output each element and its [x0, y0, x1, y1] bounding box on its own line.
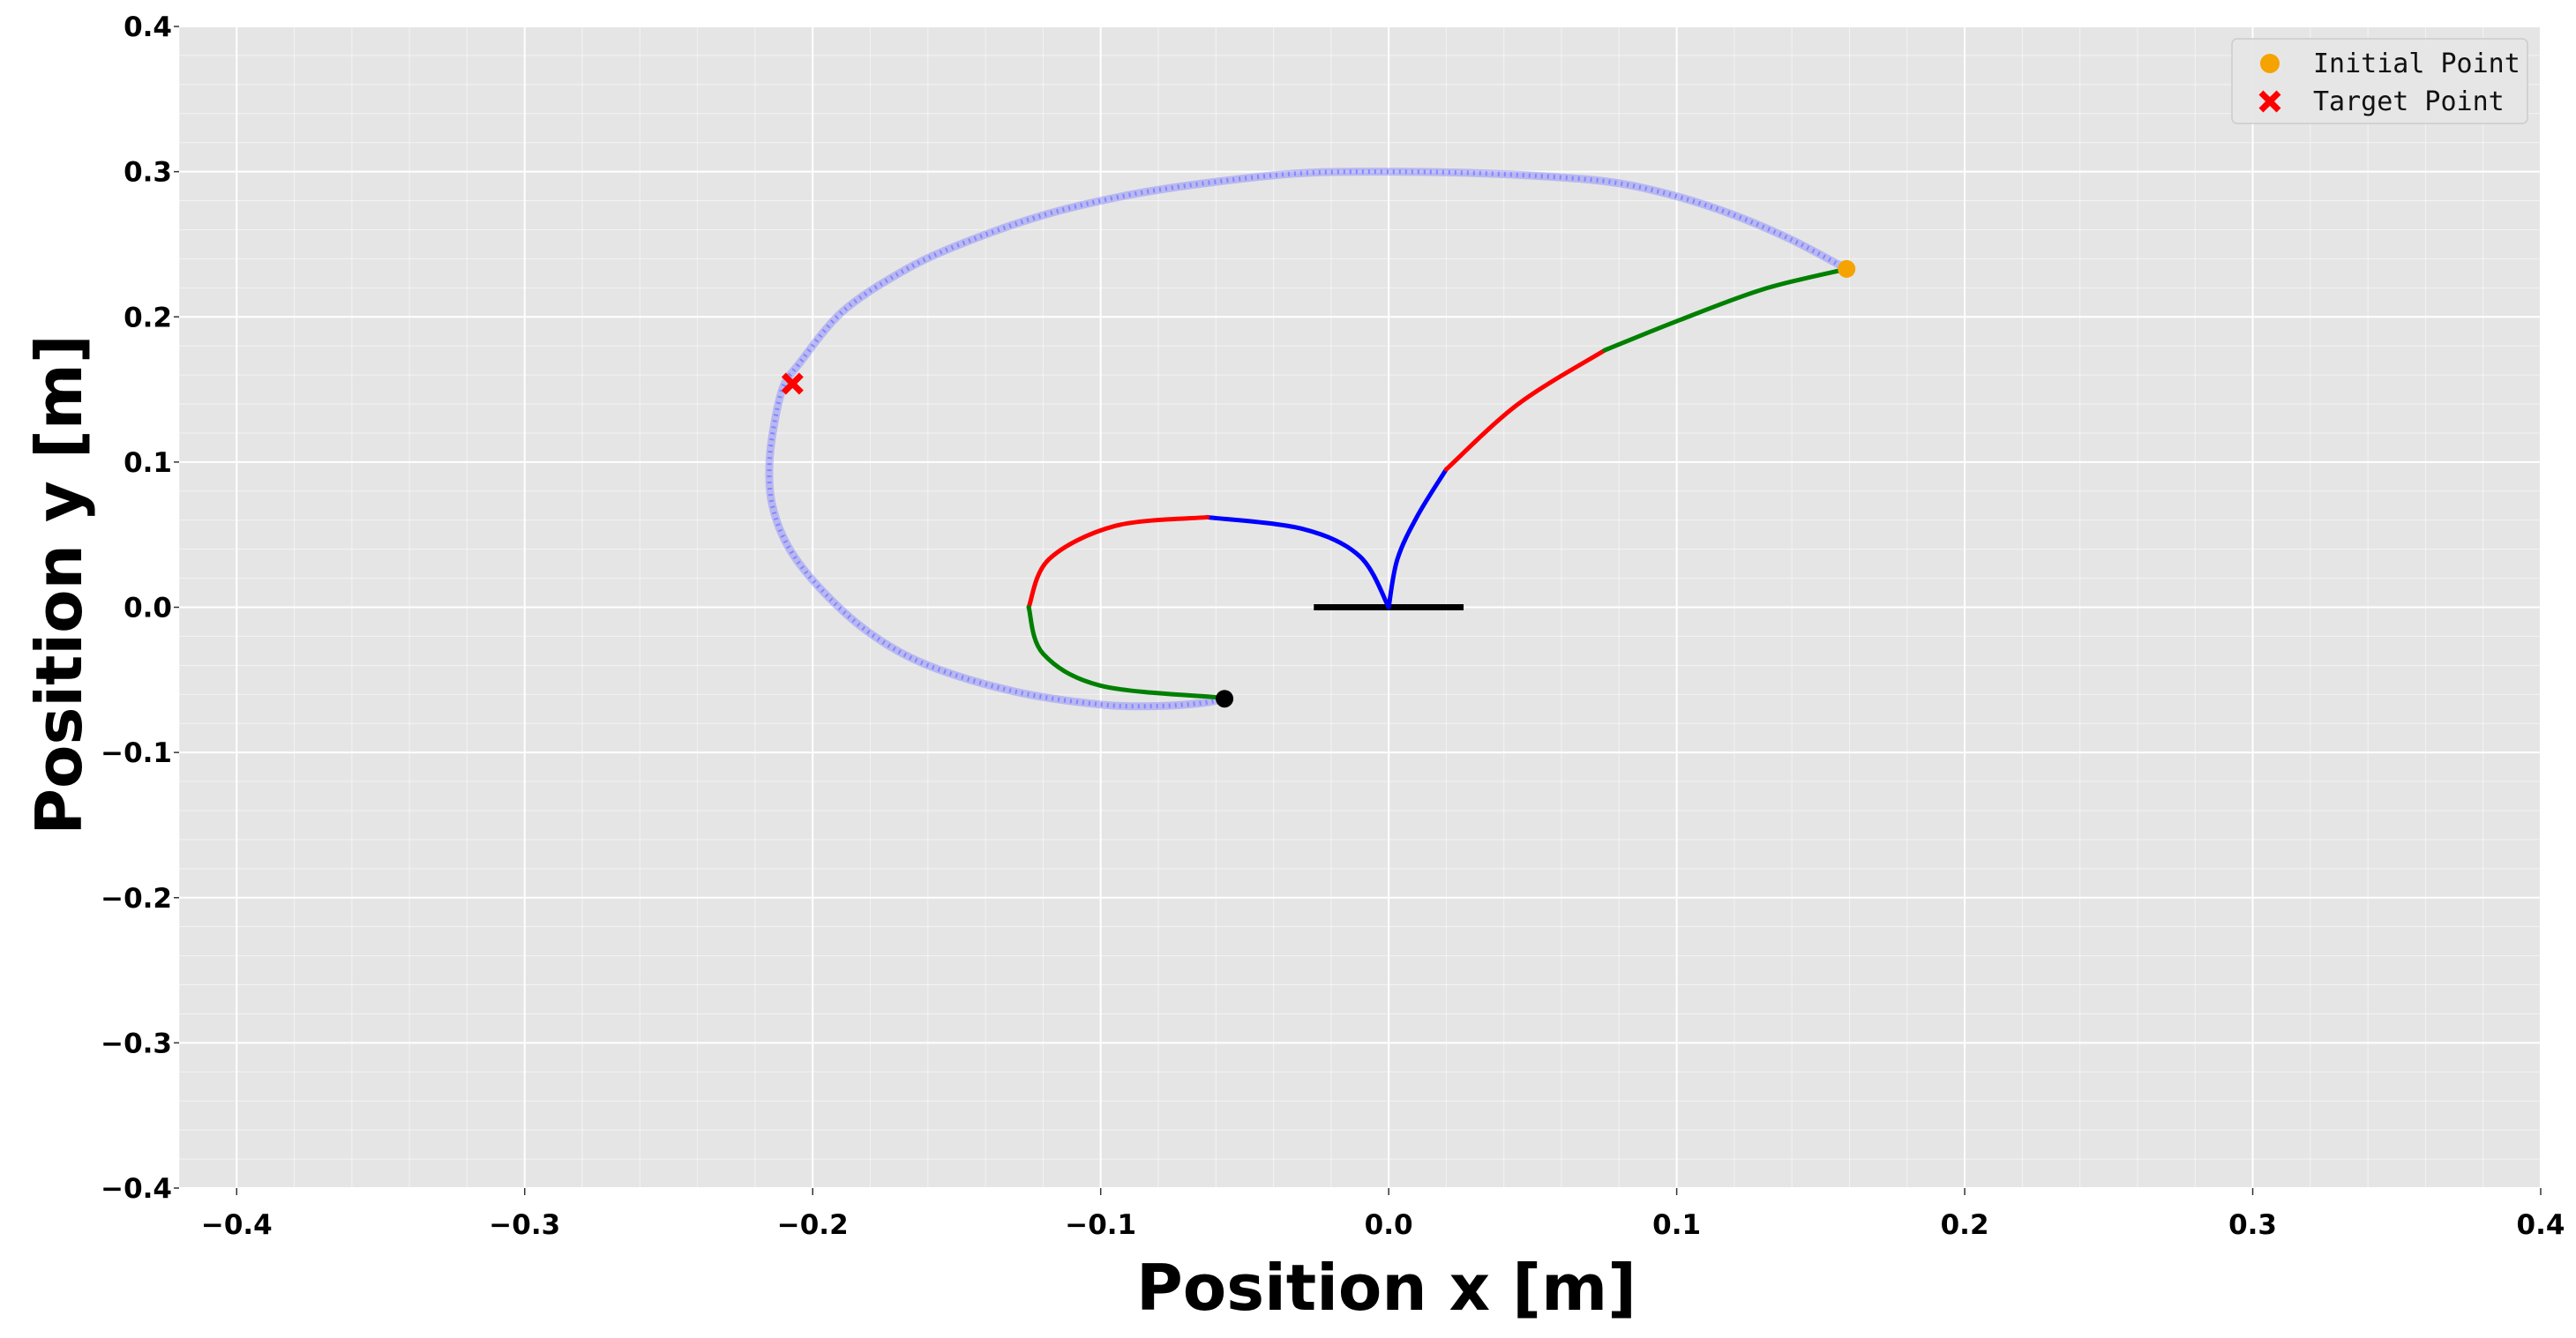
legend-marker-circle [2260, 54, 2280, 73]
link2-segment [1204, 514, 1391, 609]
x-tick-label: 0.4 [2517, 1209, 2565, 1241]
link1-segment [1602, 266, 1849, 353]
y-tick-label: −0.4 [101, 1173, 172, 1205]
major-grid [179, 26, 2542, 1189]
y-tick-label: 0.4 [124, 11, 172, 43]
x-tick-label: −0.2 [777, 1209, 849, 1241]
current-point-marker [1216, 690, 1234, 708]
x-axis-title: Position x [m] [1136, 1251, 1636, 1325]
x-tick-label: 0.2 [1941, 1209, 1989, 1241]
link1-segment [1386, 467, 1449, 609]
series-layer [765, 168, 1851, 711]
link2-segment [1026, 514, 1209, 609]
marker-layer [781, 259, 1856, 708]
x-tick-label: −0.3 [489, 1209, 560, 1241]
y-axis-title: Position y [m] [22, 334, 96, 835]
end-effector-path [765, 168, 1851, 711]
y-tick-label: −0.3 [101, 1028, 172, 1059]
y-tick-label: 0.3 [124, 157, 172, 189]
x-tick-label: −0.1 [1065, 1209, 1136, 1241]
legend: Initial Point Target Point [2231, 38, 2528, 124]
legend-label: Initial Point [2313, 49, 2520, 79]
y-tick-label: 0.2 [124, 302, 172, 333]
y-tick-label: −0.1 [101, 737, 172, 769]
x-tick-label: 0.0 [1365, 1209, 1413, 1241]
target-point-marker [781, 372, 804, 395]
link1-segment [1443, 348, 1607, 472]
legend-box [2231, 38, 2528, 124]
link2-segment [1026, 605, 1218, 700]
axis-ticks: −0.4 −0.3 −0.2 −0.1 0.0 0.1 0.2 0.3 0.4 −0.4 −0.3 −… [101, 11, 2565, 1241]
y-tick-label: −0.2 [101, 883, 172, 915]
x-tick-label: −0.4 [201, 1209, 273, 1241]
legend-marker-x [2258, 90, 2281, 113]
initial-point-marker [1838, 259, 1856, 278]
y-tick-label: 0.1 [124, 447, 172, 479]
x-tick-label: 0.1 [1652, 1209, 1701, 1241]
y-tick-label: 0.0 [124, 593, 172, 624]
x-tick-label: 0.3 [2228, 1209, 2277, 1241]
legend-label: Target Point [2313, 86, 2505, 117]
